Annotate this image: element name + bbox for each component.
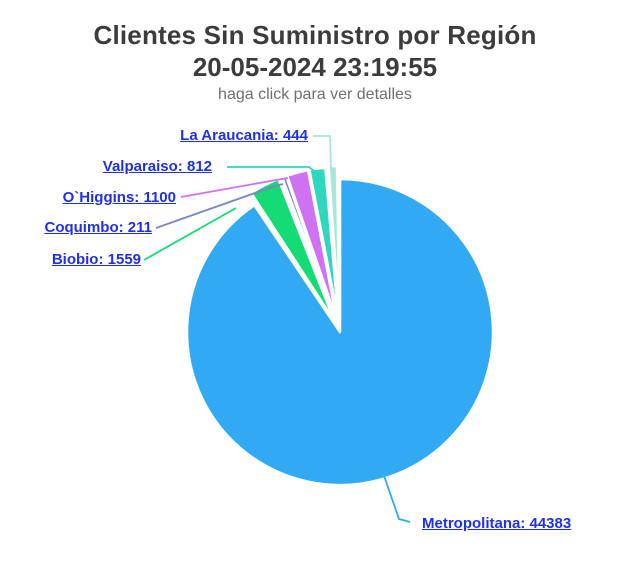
- leader-line-ohiggins: [180, 177, 289, 198]
- slice-label-valparaiso[interactable]: Valparaiso: 812: [102, 158, 212, 175]
- leader-line-biobio: [143, 207, 237, 261]
- slice-label-metropolitana[interactable]: Metropolitana: 44383: [422, 515, 572, 532]
- chart-title: Clientes Sin Suministro por Región: [93, 20, 537, 50]
- pie-slice-ohiggins[interactable]: [285, 168, 339, 322]
- leader-line-la-araucania: [313, 135, 332, 171]
- pie-slice-small-unlabeled-4[interactable]: [336, 165, 342, 322]
- chart-timestamp: 20-05-2024 23:19:55: [192, 52, 438, 82]
- slice-label-biobio[interactable]: Biobio: 1559: [51, 251, 141, 268]
- chart-hint: haga click para ver detalles: [218, 86, 412, 103]
- leader-line-metropolitana: [381, 469, 411, 523]
- leader-line-coquimbo: [155, 183, 284, 229]
- slice-label-la-araucania[interactable]: La Araucania: 444: [180, 127, 308, 144]
- leader-line-valparaiso: [227, 166, 319, 175]
- slice-label-coquimbo[interactable]: Coquimbo: 211: [44, 219, 152, 236]
- slice-label-ohiggins[interactable]: O`Higgins: 1100: [62, 189, 176, 206]
